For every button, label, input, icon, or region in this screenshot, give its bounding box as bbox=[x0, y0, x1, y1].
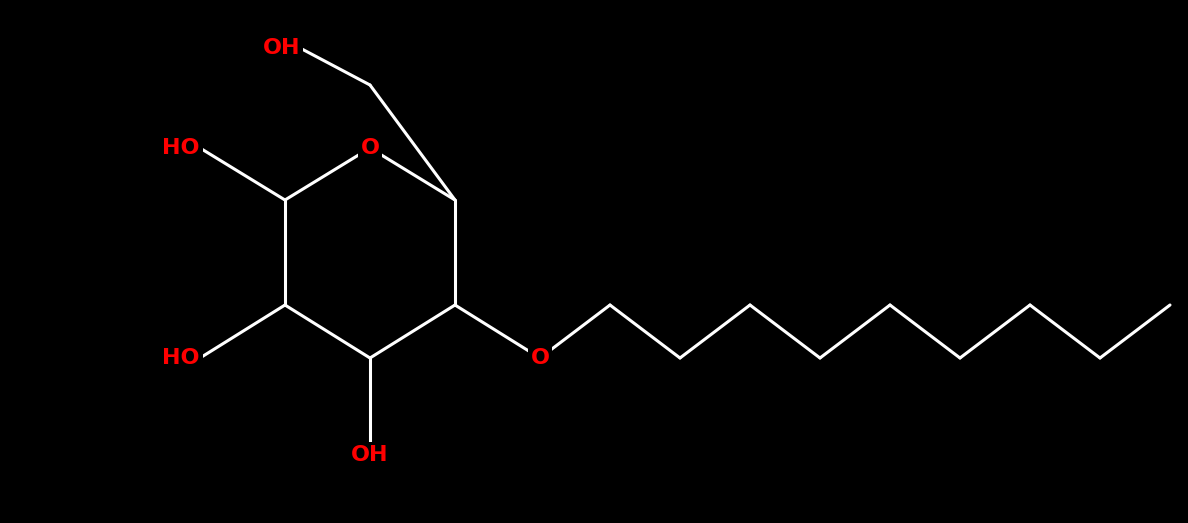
Text: O: O bbox=[360, 138, 379, 158]
Text: OH: OH bbox=[352, 445, 388, 465]
Text: HO: HO bbox=[163, 348, 200, 368]
Text: O: O bbox=[531, 348, 550, 368]
Text: HO: HO bbox=[163, 138, 200, 158]
Text: OH: OH bbox=[263, 38, 301, 58]
